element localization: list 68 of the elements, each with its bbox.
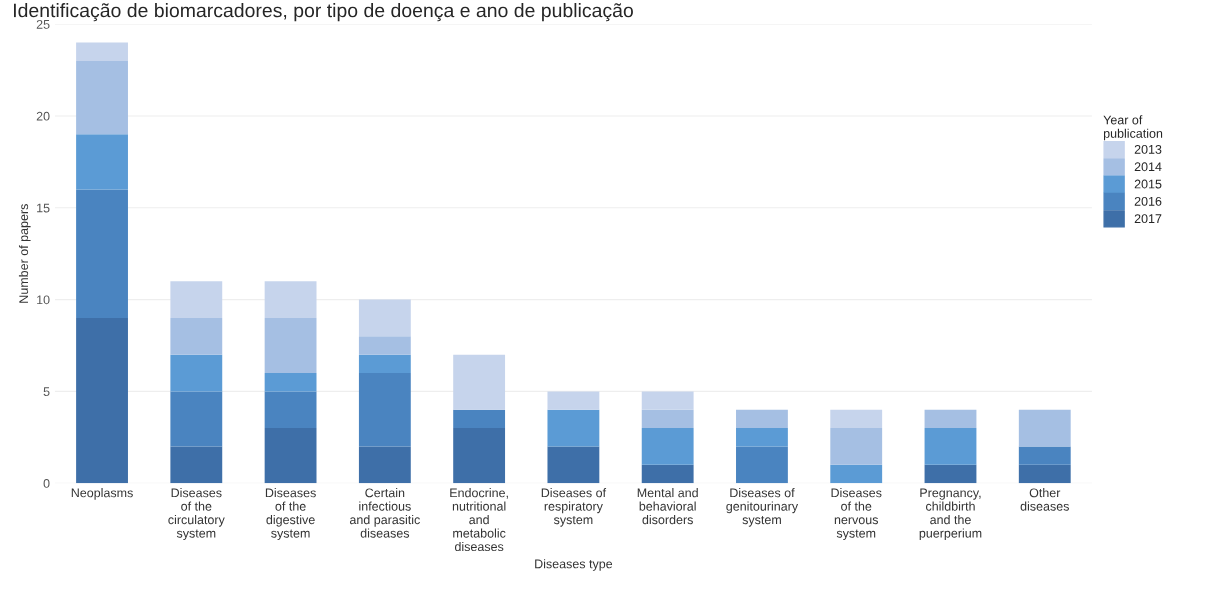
legend-label: 2014 [1134,162,1162,172]
legend-label: 2016 [1134,196,1162,206]
bar [264,428,317,484]
bar [1018,464,1071,484]
legend-label: 2015 [1134,179,1162,189]
legend-title: Year of publication [1103,115,1163,141]
bar [641,409,694,429]
x-tick-label: Neoplasms [71,488,133,500]
bar [641,464,694,484]
bar [453,354,506,410]
bar [453,428,506,484]
bar [641,391,694,410]
bar [1018,446,1071,465]
bar [1018,409,1071,447]
bar [358,299,411,337]
x-tick-label: Pregnancy, childbirth and the puerperium [919,488,982,541]
bar [736,409,788,429]
y-tick-label: 20 [36,111,50,121]
bar [170,354,223,392]
y-tick-label: 10 [37,295,50,305]
x-tick-label: Mental and behavioral disorders [637,488,698,525]
bar [924,464,977,484]
bar [547,446,600,484]
x-axis-title: Diseases type [535,559,613,571]
bar [170,281,223,318]
bar [76,317,128,484]
bar [76,189,128,318]
y-tick-label: 5 [43,387,50,397]
bar [170,317,223,355]
bar [358,336,411,355]
bar [264,391,317,429]
bar [358,373,411,447]
chart-title: Identificação de biomarcadores, por tipo de doença e ano de publicação [14,3,633,22]
bar [76,134,128,190]
x-tick-label: Other diseases [1020,488,1069,511]
bar [924,409,977,429]
bar [76,60,128,135]
bar [264,281,317,318]
bar [264,317,317,374]
legend-label: 2017 [1134,214,1162,224]
x-tick-label: Diseases of the nervous system [831,488,882,541]
bar [76,42,128,61]
x-tick-label: Certain infectious and parasitic diseases [349,488,420,538]
y-tick-label: 15 [37,203,50,213]
y-tick-label: 25 [36,19,50,29]
x-tick-label: Endocrine, nutritional and metabolic diseases [450,488,508,552]
bar [830,428,883,465]
bar [924,428,977,465]
bar [736,428,788,447]
legend-label: 2013 [1134,144,1162,154]
bar [264,373,317,392]
bar [453,409,506,429]
bar [170,446,223,484]
bar [358,446,411,484]
bar [736,446,788,484]
bar [830,464,883,484]
y-axis-title: Number of papers [18,204,31,303]
bar [641,428,694,465]
x-tick-label: Diseases of genitourinary system [726,488,799,527]
bar [170,391,223,447]
bar [547,391,600,410]
x-tick-label: Diseases of the digestive system [265,488,316,541]
x-tick-label: Diseases of respiratory system [541,488,607,527]
y-tick-label: 0 [43,479,50,488]
bar [358,354,411,374]
bar [830,409,883,429]
bar [547,409,600,447]
x-tick-label: Diseases of the circulatory system [168,488,225,541]
